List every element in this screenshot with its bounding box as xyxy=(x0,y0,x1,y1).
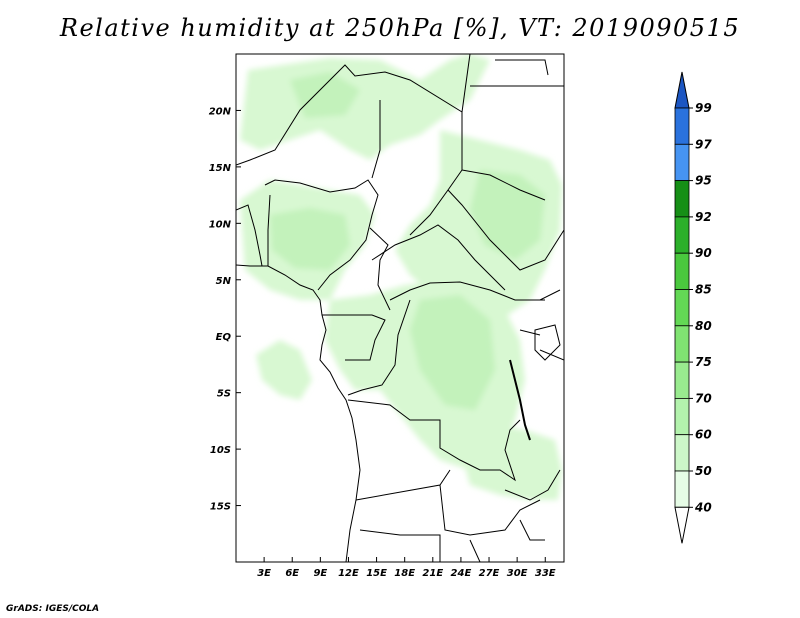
colorbar-segment xyxy=(674,361,690,399)
lon-tick-label: 15E xyxy=(366,568,387,579)
border-gabon xyxy=(322,314,386,361)
country-borders xyxy=(236,54,564,562)
border-westafrica xyxy=(236,194,271,267)
colorbar-label: 85 xyxy=(695,283,712,297)
lake-tanganyika xyxy=(509,359,531,441)
colorbar-segment xyxy=(674,180,690,218)
humidity-area-coast xyxy=(256,340,312,400)
lat-tick-label: 15S xyxy=(210,502,231,513)
latitude-ticks: 20N 15N 10N 5N EQ 5S 10S 15S xyxy=(209,106,241,513)
colorbar: 40 50 60 70 75 80 85 90 92 95 97 99 xyxy=(674,71,712,544)
colorbar-label: 60 xyxy=(695,428,712,442)
lat-tick-label: EQ xyxy=(216,332,232,343)
coastline-west xyxy=(236,264,361,562)
humidity-core-west xyxy=(270,208,350,270)
map-title: Relative humidity at 250hPa [%], VT: 201… xyxy=(59,14,741,42)
colorbar-segment xyxy=(674,289,690,327)
border-ne xyxy=(495,59,549,76)
border-chad xyxy=(369,100,391,311)
lat-tick-label: 20N xyxy=(209,106,232,117)
lon-tick-label: 24E xyxy=(451,568,472,579)
colorbar-bottom-arrow xyxy=(674,506,690,544)
colorbar-label: 40 xyxy=(694,500,712,514)
colorbar-segment xyxy=(674,107,690,145)
lat-tick-label: 5N xyxy=(216,276,232,287)
colorbar-label: 70 xyxy=(695,391,712,405)
lon-tick-label: 30E xyxy=(507,568,528,579)
colorbar-segment xyxy=(674,470,690,508)
humidity-core-north xyxy=(290,72,360,118)
border-sudan xyxy=(447,54,564,271)
lon-tick-label: 6E xyxy=(285,568,299,579)
longitude-ticks: 3E 6E 9E 12E 15E 18E 21E 24E 27E 30E 33E xyxy=(257,557,556,579)
colorbar-segment xyxy=(674,252,690,290)
colorbar-label: 92 xyxy=(695,210,712,224)
border-southern xyxy=(359,519,545,562)
border-uganda-kenya xyxy=(519,289,564,361)
border-ethiopia xyxy=(461,85,564,201)
colorbar-label: 50 xyxy=(695,464,712,478)
border-car xyxy=(371,224,506,291)
lon-tick-label: 21E xyxy=(422,568,443,579)
lat-tick-label: 10N xyxy=(209,219,232,230)
colorbar-segment xyxy=(674,216,690,254)
lat-tick-label: 15N xyxy=(209,163,232,174)
border-drc-south xyxy=(347,399,521,482)
grads-credit: GrADS: IGES/COLA xyxy=(6,604,100,614)
lat-tick-label: 5S xyxy=(217,389,231,400)
lon-tick-label: 12E xyxy=(338,568,359,579)
colorbar-label: 90 xyxy=(695,246,712,260)
colorbar-segment xyxy=(674,143,690,182)
colorbar-label: 97 xyxy=(695,137,712,151)
colorbar-label: 99 xyxy=(695,101,712,115)
lon-tick-label: 3E xyxy=(257,568,271,579)
colorbar-label: 75 xyxy=(695,355,712,369)
colorbar-label: 95 xyxy=(695,174,712,188)
map-frame xyxy=(235,53,565,563)
colorbar-segment xyxy=(674,325,690,363)
humidity-shading-mid xyxy=(270,72,545,410)
lon-tick-label: 18E xyxy=(394,568,415,579)
colorbar-top-arrow xyxy=(674,71,690,109)
colorbar-segment xyxy=(674,397,690,436)
lake-victoria xyxy=(534,324,561,361)
humidity-area-south xyxy=(455,425,562,500)
colorbar-label: 80 xyxy=(695,319,712,333)
border-zambia xyxy=(504,469,561,501)
colorbar-segment xyxy=(674,434,690,472)
lon-tick-label: 27E xyxy=(479,568,500,579)
border-nigeria xyxy=(264,179,379,291)
border-angola xyxy=(355,469,541,536)
lon-tick-label: 33E xyxy=(535,568,556,579)
lat-tick-label: 10S xyxy=(210,445,231,456)
humidity-core-central xyxy=(410,295,495,410)
lon-tick-label: 9E xyxy=(313,568,327,579)
